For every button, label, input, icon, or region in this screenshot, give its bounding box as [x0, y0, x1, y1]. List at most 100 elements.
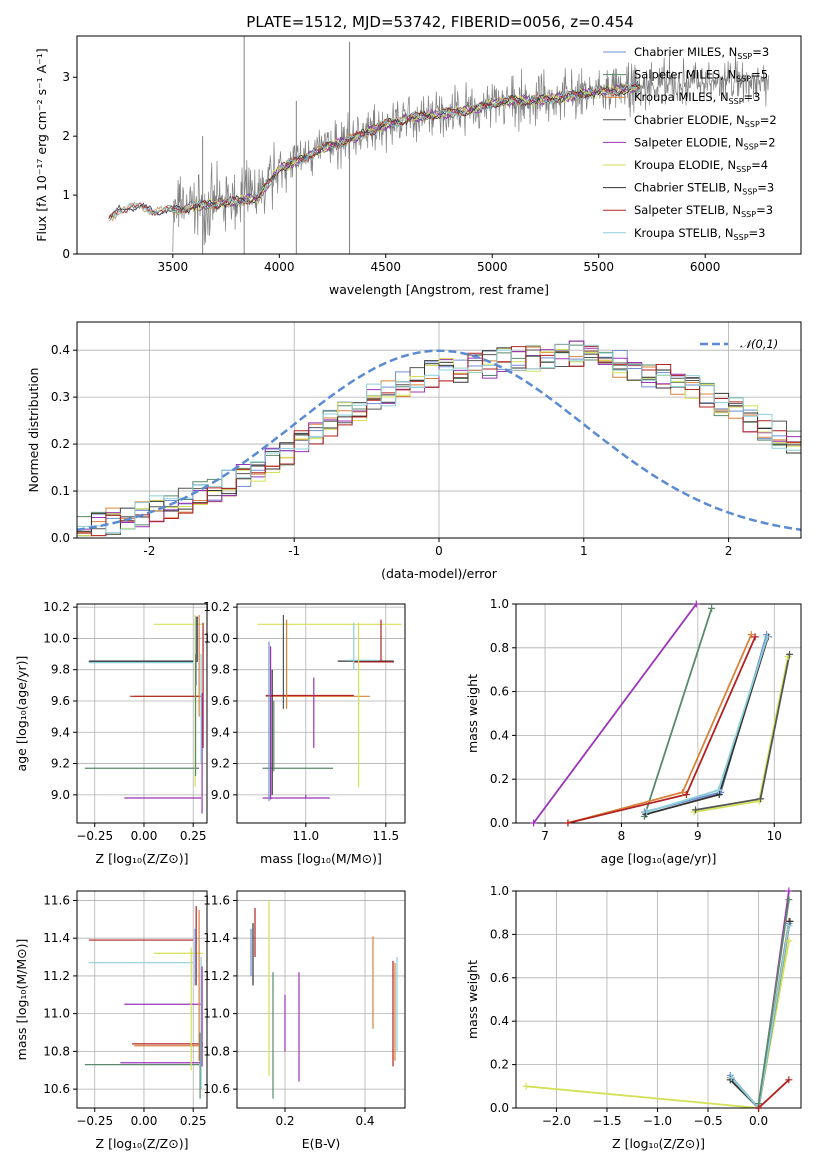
legend-entry: Chabrier MILES, NSSP=3 — [634, 45, 769, 61]
y-tick-label: 10.0 — [203, 631, 230, 645]
y-tick-label: 10.8 — [203, 1044, 230, 1058]
plot-area-spectrum — [108, 36, 770, 254]
y-tick-label: 11.2 — [43, 969, 70, 983]
y-tick-label: 10.2 — [203, 600, 230, 614]
x-tick-label: 11.0 — [292, 829, 319, 843]
marker-plus — [715, 791, 723, 799]
x-axis-label: E(B-V) — [302, 1136, 341, 1151]
panel-massweight_vs_Z: −2.0 −1.5 −1.0 −0.5 0.0 0.0 0.2 0.4 0.6 0.8 1.0 Z [… — [465, 884, 802, 1151]
x-tick-label: -2 — [143, 544, 155, 558]
axes-frame — [515, 890, 802, 1109]
x-tick-label: 0.0 — [749, 1114, 768, 1128]
marker-plus — [564, 819, 572, 827]
y-tick-label: 9.0 — [51, 788, 70, 802]
x-tick-label: 7 — [541, 829, 549, 843]
legend-entry: Kroupa STELIB, NSSP=3 — [634, 226, 765, 242]
x-tick-label: 3500 — [158, 260, 189, 274]
model-spectrum-chabrier-stelib — [108, 83, 641, 220]
axes-frame — [236, 890, 406, 1109]
y-tick-label: 9.6 — [51, 694, 70, 708]
plot-area-mass_vs_EBV — [250, 900, 398, 1099]
mass-weight-line-salpeter-miles — [643, 608, 713, 817]
y-tick-label: 0.4 — [490, 1014, 509, 1028]
legend-entry: Kroupa MILES, NSSP=3 — [634, 90, 760, 106]
y-tick-label: 0.2 — [51, 437, 70, 451]
x-tick-label: −0.25 — [76, 829, 113, 843]
x-tick-label: −1.0 — [643, 1114, 672, 1128]
model-spectrum-kroupa-stelib — [108, 83, 641, 220]
x-tick-label: 1 — [580, 544, 588, 558]
marker-plus — [755, 1104, 763, 1112]
model-spectrum-salpeter-stelib — [108, 83, 641, 220]
x-tick-label: 0.00 — [131, 1114, 158, 1128]
gaussian-legend-label: 𝒩(0,1) — [740, 337, 778, 351]
plot-area-mass_vs_Z — [84, 906, 204, 1099]
y-tick-label: 0.4 — [490, 728, 509, 742]
gridlines-age_vs_Z — [77, 604, 207, 823]
y-tick-label: 9.4 — [211, 725, 230, 739]
marker-plus — [747, 631, 755, 639]
x-tick-label: −0.5 — [693, 1114, 722, 1128]
x-tick-label: 4000 — [264, 260, 295, 274]
y-axis-label: mass weight — [465, 674, 480, 753]
x-tick-label: 6000 — [690, 260, 721, 274]
x-tick-label: -1 — [288, 544, 300, 558]
panel-mass_vs_Z: −0.25 0.00 0.25 10.6 10.8 11.0 11.2 11.4 11.6 Z [… — [14, 890, 208, 1151]
mass-weight-line-kroupa-elodie — [526, 940, 790, 1108]
y-tick-label: 9.8 — [51, 663, 70, 677]
marker-plus — [682, 791, 690, 799]
marker-plus — [757, 795, 765, 803]
gridlines-massweight_vs_age — [516, 603, 801, 824]
gridlines-mass_vs_EBV — [237, 891, 405, 1108]
marker-plus — [785, 887, 793, 895]
x-tick-label: 0 — [435, 544, 443, 558]
x-tick-label: 0.2 — [275, 1114, 294, 1128]
x-axis-label: Z [log₁₀(Z/Z⊙)] — [612, 1136, 705, 1151]
y-tick-label: 0 — [62, 247, 70, 261]
marker-plus — [763, 633, 771, 641]
y-tick-label: 9.6 — [211, 694, 230, 708]
y-tick-label: 11.4 — [43, 931, 70, 945]
plot-area-age_vs_Z — [84, 614, 204, 814]
y-tick-label: 1 — [62, 188, 70, 202]
plot-area-massweight_vs_Z — [526, 891, 791, 1108]
y-tick-label: 0.4 — [51, 343, 70, 357]
y-tick-label: 0.0 — [490, 816, 509, 830]
marker-plus — [785, 896, 793, 904]
y-tick-label: 11.0 — [203, 1007, 230, 1021]
x-axis-label: Z [log₁₀(Z/Z⊙)] — [96, 1136, 189, 1151]
marker-plus — [708, 604, 716, 612]
chart-layer: 3500 4000 4500 5000 5500 6000 0 1 2 3 wavelength [… — [14, 35, 802, 1151]
y-axis-label: Flux [fλ 10⁻¹⁷ erg cm⁻² s⁻¹ A⁻¹] — [34, 48, 49, 241]
marker-plus — [786, 917, 794, 925]
x-tick-label: 10 — [767, 829, 782, 843]
marker-plus — [530, 819, 538, 827]
x-tick-label: 2 — [725, 544, 733, 558]
axes-frame — [76, 35, 802, 255]
observed-spectrum — [172, 54, 770, 253]
y-tick-label: 11.0 — [43, 1007, 70, 1021]
y-tick-label: 1.0 — [490, 884, 509, 898]
marker-plus — [751, 633, 759, 641]
x-axis-label: (data-model)/error — [381, 566, 498, 581]
mass-weight-line-chabrier-stelib — [645, 636, 769, 816]
y-tick-label: 10.6 — [203, 1082, 230, 1096]
axes-frame — [515, 603, 802, 824]
y-tick-label: 0.3 — [51, 390, 70, 404]
axes-frame — [236, 603, 406, 824]
axes-frame — [76, 603, 208, 824]
y-tick-label: 0.6 — [490, 685, 509, 699]
y-tick-label: 0.1 — [51, 484, 70, 498]
y-tick-label: 0.0 — [51, 531, 70, 545]
y-tick-label: 11.6 — [203, 893, 230, 907]
spectrum-legend: Chabrier MILES, NSSP=3 Salpeter MILES, NS… — [603, 45, 777, 242]
histogram-salpeter-stelib — [77, 343, 801, 537]
x-tick-label: 5500 — [583, 260, 614, 274]
x-tick-label: 8 — [618, 829, 626, 843]
legend-entry: Salpeter STELIB, NSSP=3 — [634, 203, 773, 219]
marker-plus — [785, 937, 793, 945]
x-tick-label: 11.5 — [372, 829, 399, 843]
x-tick-label: −0.25 — [76, 1114, 113, 1128]
y-tick-label: 10.0 — [43, 631, 70, 645]
